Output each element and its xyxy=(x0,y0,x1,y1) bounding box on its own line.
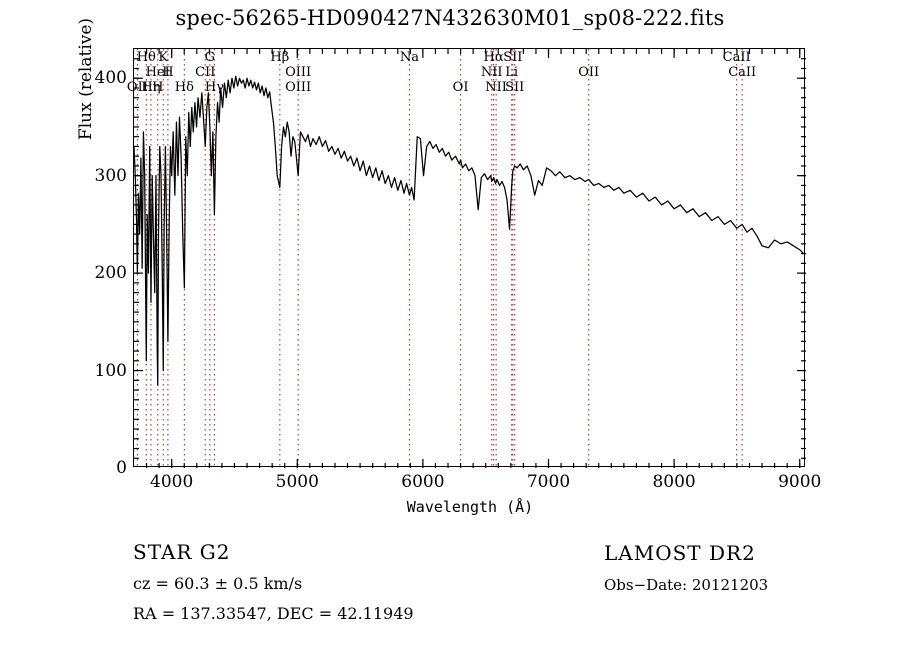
survey-name: LAMOST DR2 xyxy=(604,541,756,565)
redshift-cz: cz = 60.3 ± 0.5 km/s xyxy=(133,574,303,593)
line-id-label: H xyxy=(162,65,174,80)
x-tick-label: 9000 xyxy=(778,472,822,492)
line-id-label: NII xyxy=(480,65,503,80)
line-id-label: SII xyxy=(503,50,523,65)
x-tick-label: 5000 xyxy=(275,472,319,492)
line-id-label: OII xyxy=(578,65,600,80)
object-class: STAR G2 xyxy=(133,540,231,564)
y-tick-label: 400 xyxy=(94,68,127,89)
spectrum-curve xyxy=(133,75,804,386)
line-id-label: Hβ xyxy=(270,50,290,65)
line-id-label: OIII xyxy=(285,65,312,80)
y-tick-label: 0 xyxy=(116,458,127,478)
line-id-label: Li xyxy=(505,65,519,80)
line-id-label: Hδ xyxy=(174,80,194,95)
line-id-label: Hθ xyxy=(136,50,156,65)
x-tick-label: 7000 xyxy=(526,472,571,492)
line-id-label: K xyxy=(158,50,169,65)
y-tick-label: 100 xyxy=(94,360,127,381)
line-id-label: Hη xyxy=(141,80,161,95)
observation-date: Obs−Date: 20121203 xyxy=(604,576,769,594)
line-id-label: CaII xyxy=(722,50,751,65)
x-tick-label: 4000 xyxy=(150,472,194,492)
plot-area: 0 100 200 300 400 4000 5000 6000 7000 8000 9000 O… xyxy=(76,18,821,516)
x-tick-label: 6000 xyxy=(401,472,445,492)
line-id-label: OI xyxy=(452,80,469,95)
line-id-label: CII xyxy=(195,65,216,80)
line-id-label: Hα xyxy=(483,50,504,65)
line-id-label: Hγ xyxy=(204,80,224,95)
line-id-label: NII xyxy=(485,80,507,95)
x-axis-label: Wavelength (Å) xyxy=(406,498,534,516)
page-title: spec-56265-HD090427N432630M01_sp08-222.f… xyxy=(175,6,725,30)
y-tick-label: 300 xyxy=(94,165,127,186)
line-id-label: OII xyxy=(126,80,148,95)
y-tick-label: 200 xyxy=(94,263,127,284)
line-id-label: H xyxy=(152,80,164,95)
line-id-label: SII xyxy=(505,80,525,95)
line-id-label: OIII xyxy=(285,80,312,95)
plot-canvas xyxy=(133,49,806,468)
line-id-label: CaII xyxy=(728,65,757,80)
line-id-label: HeI xyxy=(145,65,170,80)
line-id-label: Na xyxy=(399,50,420,65)
y-axis-label: Flux (relative) xyxy=(76,17,96,141)
line-id-label: G xyxy=(204,50,216,65)
x-tick-label: 8000 xyxy=(652,472,696,492)
spectrum-svg xyxy=(133,49,806,468)
coordinates: RA = 137.33547, DEC = 42.11949 xyxy=(133,604,414,623)
